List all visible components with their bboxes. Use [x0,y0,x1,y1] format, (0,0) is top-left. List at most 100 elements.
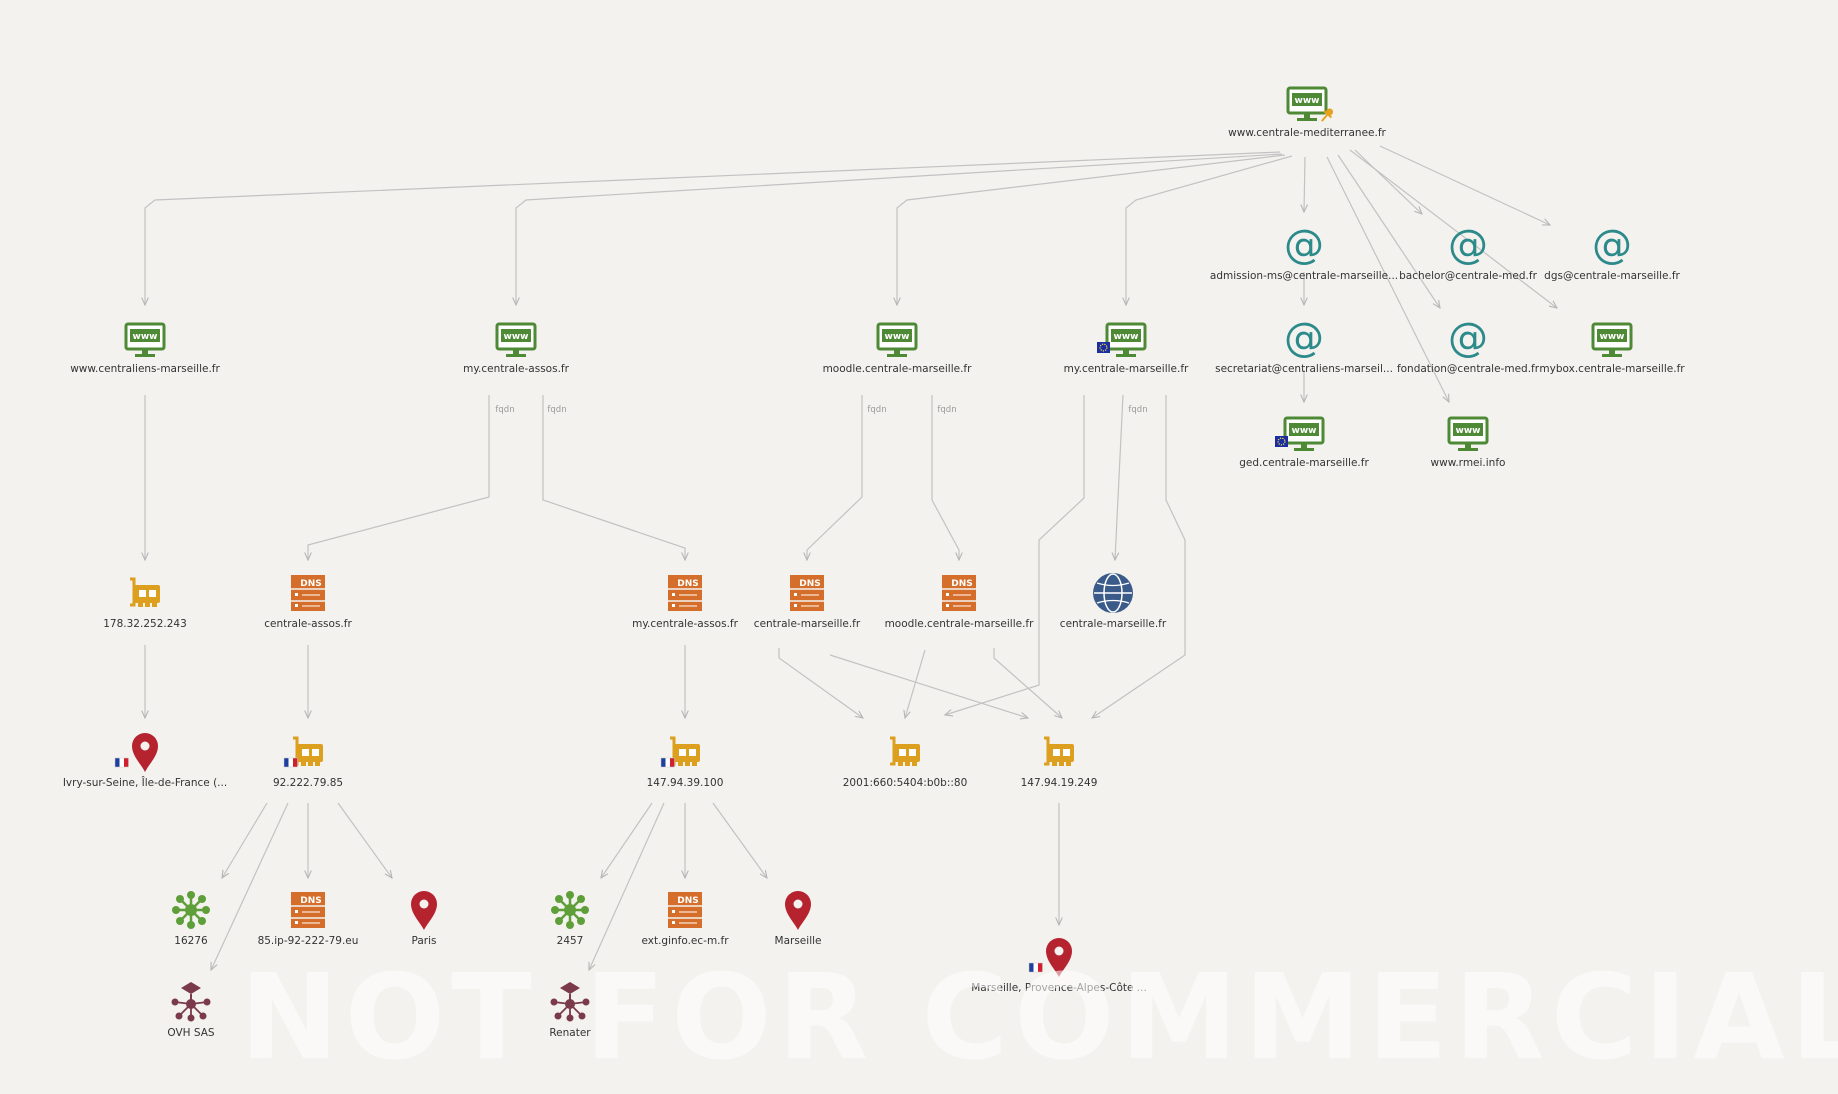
edge-d4-to-ip4[interactable] [905,649,926,718]
node-label: fondation@centrale-med.fr [1397,363,1540,375]
edge-label-fqdn: fqdn [867,405,886,415]
france-flag-icon [283,757,298,768]
node-label: moodle.centrale-marseille.fr [885,618,1035,630]
svg-text:@: @ [1284,222,1324,268]
node-email-e2[interactable]: @ bachelor@centrale-med.fr [1399,222,1537,282]
node-asn-as2[interactable]: 2457 [551,891,589,947]
edge-ip2-to-loc2[interactable] [337,802,392,878]
edge-ip3-to-loc3[interactable] [712,802,767,878]
node-ip-ip2[interactable]: 92.222.79.85 [273,736,343,789]
eu-flag-icon [1097,342,1110,353]
france-flag-icon [660,757,675,768]
svg-text:www: www [1600,332,1625,342]
edge-w3-to-d3[interactable] [807,395,863,560]
node-dns-d5[interactable]: DNS 85.ip-92-222-79.eu [258,892,359,947]
map-pin-icon [785,891,811,930]
node-dns-d6[interactable]: DNS ext.ginfo.ec-m.fr [641,892,729,947]
edge-w4-to-dom1[interactable] [1115,394,1124,560]
node-email-e4[interactable]: @ secretariat@centraliens-marseil... [1215,315,1393,375]
edge-w2-to-d2[interactable] [542,395,685,560]
edge-d4-to-ip5[interactable] [993,648,1062,718]
node-domain-dom1[interactable]: centrale-marseille.fr [1060,573,1167,630]
edge-root-to-w1[interactable] [145,151,1281,305]
svg-text:DNS: DNS [300,896,322,906]
node-website-w2[interactable]: www my.centrale-assos.fr [463,322,570,375]
edge-root-to-e5[interactable] [1337,154,1440,308]
network-hub-icon [551,891,589,929]
node-location-loc2[interactable]: Paris [411,891,437,947]
pushpin-icon [1321,108,1334,122]
node-ip-ip4[interactable]: 2001:660:5404:b0b::80 [843,736,968,789]
edge-root-to-w7[interactable] [1326,156,1449,402]
node-website-w5[interactable]: www mybox.centrale-marseille.fr [1539,322,1685,375]
edge-root-to-w3[interactable] [897,154,1286,305]
at-sign-icon: @ [1284,315,1324,361]
network-card-icon [293,736,323,766]
edge-ip3-to-as2[interactable] [601,802,653,878]
network-hub-icon [172,891,210,929]
node-label: www.rmei.info [1431,457,1506,469]
node-dns-d1[interactable]: DNS centrale-assos.fr [264,575,352,630]
node-label: Marseille [775,935,822,947]
node-ip-ip1[interactable]: 178.32.252.243 [103,577,187,630]
node-asn-as1[interactable]: 16276 [172,891,210,947]
edge-root-to-w5[interactable] [1349,149,1557,308]
node-website-w4[interactable]: www my.centrale-marseille.fr [1064,322,1189,375]
edge-d3-to-ip5[interactable] [829,654,1028,718]
globe-icon [1093,573,1133,613]
node-label: 16276 [174,935,208,947]
edge-w2-to-d1[interactable] [308,395,490,560]
monitor-www-icon: www [1286,86,1328,121]
organization-icon [171,982,211,1022]
edge-root-to-e3[interactable] [1379,145,1550,225]
node-website-w7[interactable]: www www.rmei.info [1431,416,1506,469]
node-dns-d3[interactable]: DNS centrale-marseille.fr [754,575,861,630]
edge-root-to-w2[interactable] [516,153,1283,305]
node-ip-ip5[interactable]: 147.94.19.249 [1021,736,1098,789]
node-dns-d2[interactable]: DNS my.centrale-assos.fr [632,575,739,630]
edge-root-to-e1[interactable] [1304,156,1305,212]
edge-label-fqdn: fqdn [547,405,566,415]
network-card-icon [130,577,160,607]
node-website-w6[interactable]: www ged.centrale-marseille.fr [1239,416,1369,469]
edge-d3-to-ip4[interactable] [778,648,863,718]
node-website-w3[interactable]: www moodle.centrale-marseille.fr [823,322,973,375]
node-ip-ip3[interactable]: 147.94.39.100 [647,736,724,789]
svg-text:DNS: DNS [300,579,322,589]
node-email-e1[interactable]: @ admission-ms@centrale-marseille... [1210,222,1398,282]
node-website-w1[interactable]: www www.centraliens-marseille.fr [70,322,220,375]
svg-text:DNS: DNS [677,579,699,589]
edge-label-fqdn: fqdn [937,405,956,415]
svg-text:@: @ [1592,222,1632,268]
node-label: my.centrale-assos.fr [632,618,739,630]
edge-w4-to-ip4[interactable] [945,395,1085,715]
node-email-e3[interactable]: @ dgs@centrale-marseille.fr [1544,222,1680,282]
node-dns-d4[interactable]: DNS moodle.centrale-marseille.fr [885,575,1035,630]
node-org-org1[interactable]: OVH SAS [167,982,215,1039]
node-org-org2[interactable]: Renater [549,982,591,1039]
edge-w3-to-d4[interactable] [931,395,959,560]
network-card-icon [1044,736,1074,766]
node-email-e5[interactable]: @ fondation@centrale-med.fr [1397,315,1540,375]
svg-text:www: www [1456,426,1481,436]
node-location-loc3[interactable]: Marseille [775,891,822,947]
svg-text:www: www [885,332,910,342]
svg-text:DNS: DNS [677,896,699,906]
node-website-root[interactable]: www www.centrale-mediterranee.fr [1228,86,1387,139]
monitor-www-icon: www [1447,416,1489,451]
dns-server-icon: DNS [668,892,702,928]
edge-labels-layer: fqdn fqdn fqdn fqdn fqdn [495,405,1147,415]
france-flag-icon [1028,962,1043,973]
map-pin-icon [1046,938,1072,977]
node-location-loc4[interactable]: Marseille, Provence-Alpes-Côte ... [971,938,1147,994]
edge-ip2-to-org1[interactable] [211,802,289,970]
svg-text:www: www [133,332,158,342]
edge-root-to-e2[interactable] [1354,149,1422,214]
node-label: 92.222.79.85 [273,777,343,789]
edge-w4-to-ip5[interactable] [1092,395,1186,718]
node-location-loc1[interactable]: Ivry-sur-Seine, Île-de-France (... [63,733,227,789]
edge-ip3-to-org2[interactable] [589,802,665,970]
edge-root-to-w4[interactable] [1126,155,1293,305]
edge-ip2-to-as1[interactable] [222,802,268,878]
svg-text:www: www [504,332,529,342]
